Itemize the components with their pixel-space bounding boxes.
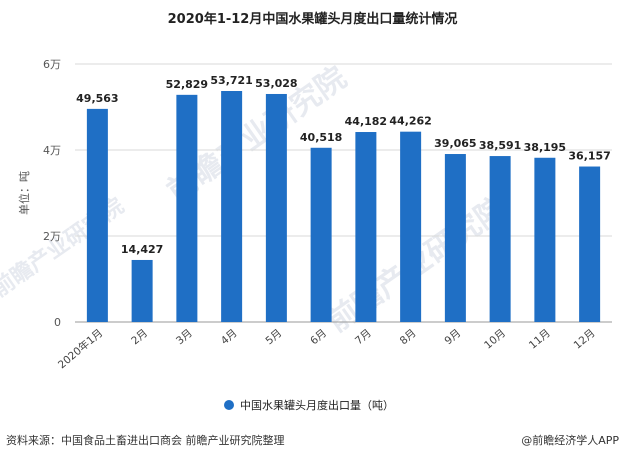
- bar: [534, 157, 556, 322]
- data-label: 40,518: [300, 131, 342, 144]
- x-tick-label: 2020年1月: [55, 326, 105, 371]
- data-label: 38,195: [524, 141, 566, 154]
- y-tick-label: 0: [54, 316, 61, 329]
- data-label: 53,028: [255, 77, 297, 90]
- data-label: 53,721: [210, 74, 252, 87]
- bar: [265, 93, 287, 322]
- bar: [86, 108, 108, 323]
- bar: [444, 154, 466, 322]
- data-label: 49,563: [76, 92, 118, 105]
- x-tick-label: 6月: [308, 327, 329, 347]
- data-label: 44,182: [345, 115, 387, 128]
- brand-label: @前瞻经济学人APP: [521, 434, 619, 447]
- y-tick-label: 2万: [43, 230, 61, 243]
- x-tick-label: 10月: [482, 327, 508, 352]
- legend-marker: [224, 400, 234, 410]
- bar: [221, 90, 243, 323]
- y-axis-label: 单位：吨: [17, 171, 31, 215]
- data-label: 14,427: [121, 243, 163, 256]
- x-tick-label: 9月: [442, 327, 463, 347]
- x-tick-label: 7月: [353, 327, 374, 347]
- x-tick-label: 8月: [398, 327, 419, 347]
- bar: [489, 156, 511, 322]
- y-tick-label: 6万: [43, 58, 61, 71]
- y-tick-label: 4万: [43, 144, 61, 157]
- data-label: 39,065: [434, 137, 476, 150]
- data-label: 52,829: [166, 78, 208, 91]
- data-label: 44,262: [389, 115, 431, 128]
- bar: [355, 132, 377, 322]
- bar: [131, 259, 153, 322]
- source-note: 资料来源：中国食品土畜进出口商会 前瞻产业研究院整理: [6, 434, 285, 447]
- x-tick-label: 4月: [219, 327, 240, 347]
- x-tick-label: 11月: [527, 327, 553, 352]
- chart-title: 2020年1-12月中国水果罐头月度出口量统计情况: [167, 12, 458, 27]
- bar: [176, 94, 198, 322]
- x-tick-label: 2月: [129, 327, 150, 347]
- bar: [579, 166, 601, 322]
- x-tick-label: 3月: [174, 327, 195, 347]
- bar: [310, 147, 332, 322]
- data-label: 36,157: [568, 150, 610, 163]
- legend-label: 中国水果罐头月度出口量（吨）: [240, 398, 394, 412]
- data-label: 38,591: [479, 139, 521, 152]
- bar: [400, 131, 422, 322]
- x-tick-label: 5月: [263, 327, 284, 347]
- x-tick-label: 12月: [572, 327, 598, 352]
